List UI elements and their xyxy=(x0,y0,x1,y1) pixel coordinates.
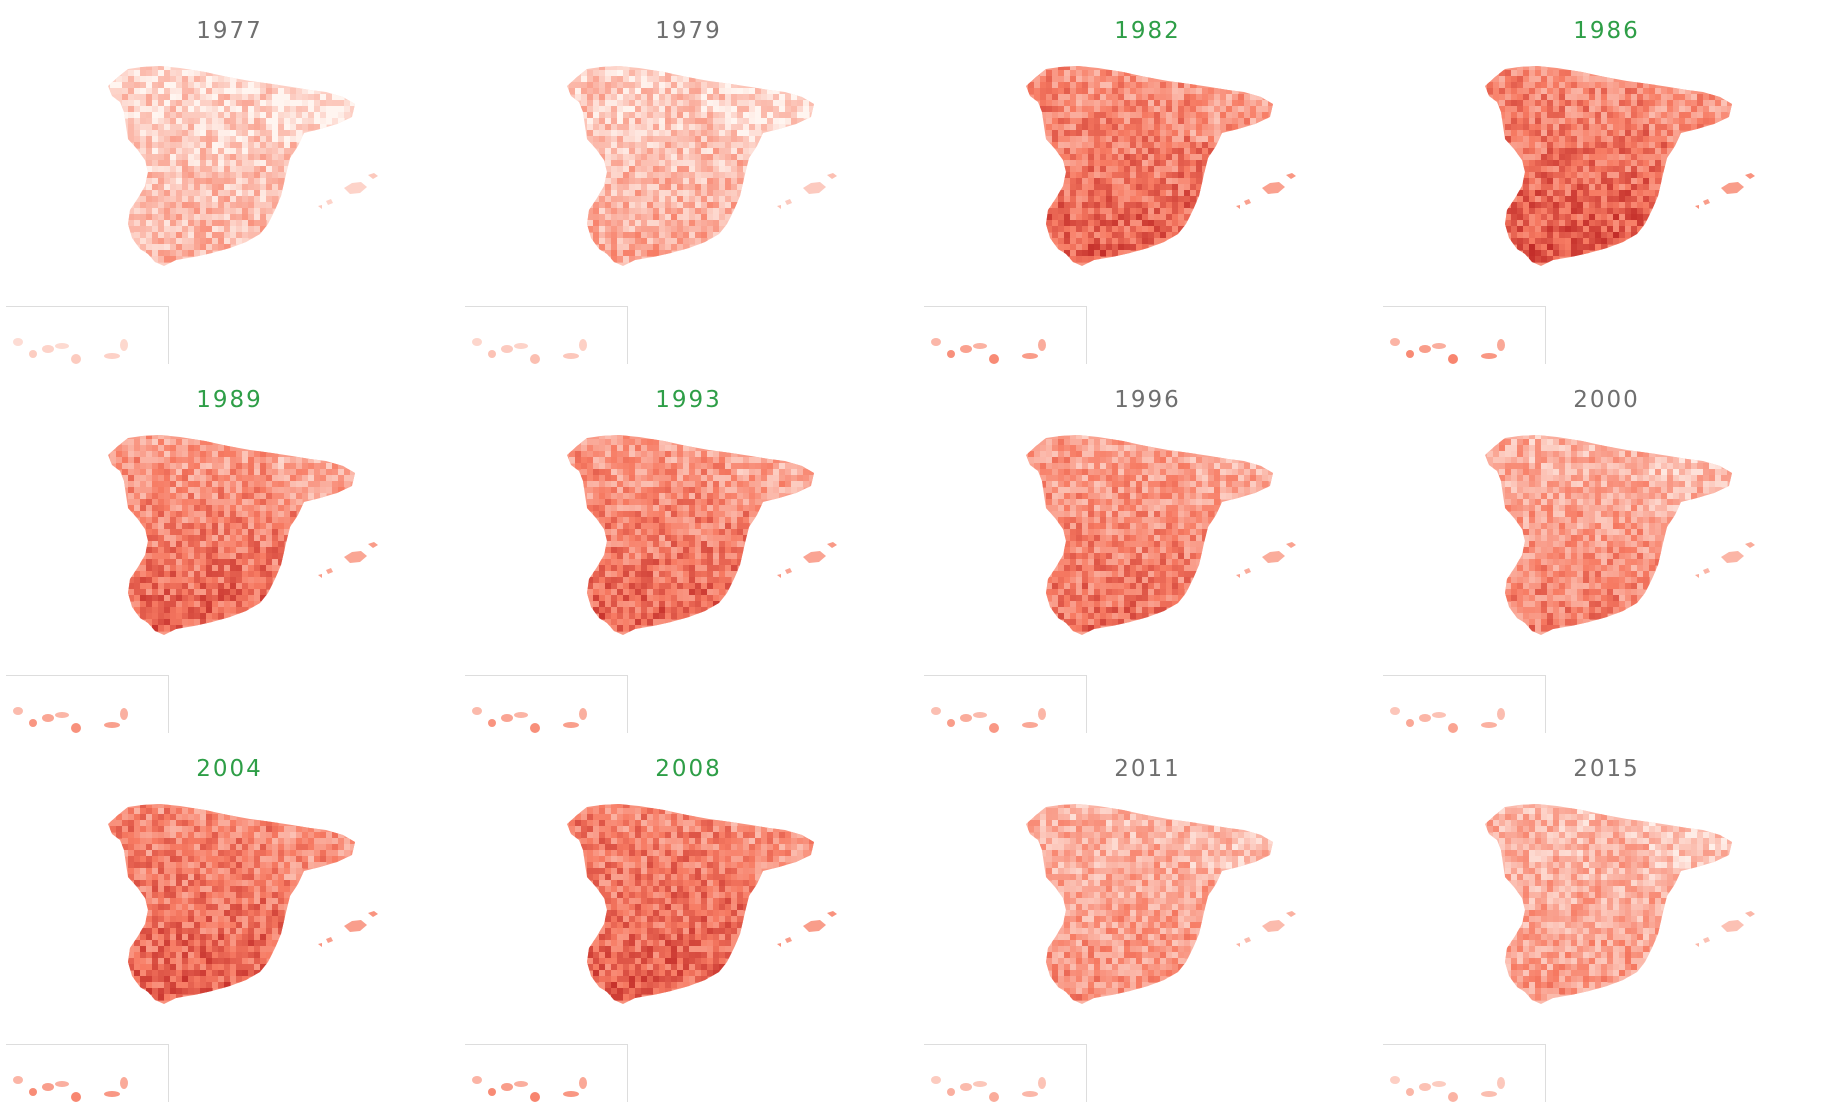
balearic-island-shape xyxy=(827,542,837,548)
balearic-island-shape xyxy=(1695,943,1699,947)
canary-islands-inset-frame xyxy=(6,1044,169,1102)
map-year-title: 1996 xyxy=(918,387,1377,413)
map-panel-1989: 1989 xyxy=(0,369,459,738)
balearic-island-shape xyxy=(368,911,378,917)
map-panel-1977: 1977 xyxy=(0,0,459,369)
municipality-cells xyxy=(1487,64,1734,263)
municipality-cells xyxy=(1028,802,1275,1001)
canary-islands-inset-frame xyxy=(465,306,628,364)
balearic-island-shape xyxy=(318,943,322,947)
balearic-island-shape xyxy=(368,542,378,548)
balearic-island-shape xyxy=(1695,574,1699,578)
municipality-cells xyxy=(110,802,357,1001)
balearic-island-shape xyxy=(1721,551,1744,563)
balearic-island-shape xyxy=(318,574,322,578)
canary-islands-inset-frame xyxy=(1383,306,1546,364)
balearic-island-shape xyxy=(1286,173,1296,179)
canary-islands-inset-frame xyxy=(465,675,628,733)
balearic-island-shape xyxy=(1286,911,1296,917)
balearic-island-shape xyxy=(777,574,781,578)
balearic-island-shape xyxy=(827,911,837,917)
balearic-island-shape xyxy=(326,568,333,574)
map-year-title: 1982 xyxy=(918,18,1377,44)
balearic-island-shape xyxy=(1244,568,1251,574)
balearic-island-shape xyxy=(1703,568,1710,574)
map-panel-1982: 1982 xyxy=(918,0,1377,369)
balearic-island-shape xyxy=(1244,937,1251,943)
map-panel-2000: 2000 xyxy=(1377,369,1836,738)
canary-islands-inset-frame xyxy=(1383,1044,1546,1102)
map-year-title: 2000 xyxy=(1377,387,1836,413)
balearic-island-shape xyxy=(1745,542,1755,548)
balearic-island-shape xyxy=(1745,173,1755,179)
municipality-cells xyxy=(569,802,816,1001)
balearic-island-shape xyxy=(326,199,333,205)
map-panel-2004: 2004 xyxy=(0,738,459,1107)
canary-islands-inset-frame xyxy=(6,306,169,364)
balearic-island-shape xyxy=(1703,937,1710,943)
balearic-island-shape xyxy=(803,551,826,563)
map-year-title: 1979 xyxy=(459,18,918,44)
municipality-cells xyxy=(110,64,357,263)
map-year-title: 1993 xyxy=(459,387,918,413)
map-year-title: 1989 xyxy=(0,387,459,413)
balearic-island-shape xyxy=(785,937,792,943)
balearic-island-shape xyxy=(1721,182,1744,194)
municipality-cells xyxy=(1028,64,1275,263)
balearic-island-shape xyxy=(803,182,826,194)
canary-islands-inset-frame xyxy=(924,1044,1087,1102)
map-panel-2011: 2011 xyxy=(918,738,1377,1107)
balearic-island-shape xyxy=(344,920,367,932)
municipality-cells xyxy=(1487,433,1734,632)
balearic-island-shape xyxy=(1236,205,1240,209)
balearic-island-shape xyxy=(803,920,826,932)
canary-islands-inset-frame xyxy=(924,306,1087,364)
balearic-island-shape xyxy=(1262,182,1285,194)
balearic-island-shape xyxy=(1703,199,1710,205)
municipality-cells xyxy=(1028,433,1275,632)
canary-islands-inset-frame xyxy=(6,675,169,733)
balearic-island-shape xyxy=(344,551,367,563)
map-year-title: 2004 xyxy=(0,756,459,782)
balearic-island-shape xyxy=(1236,574,1240,578)
balearic-island-shape xyxy=(1745,911,1755,917)
balearic-island-shape xyxy=(318,205,322,209)
map-panel-1993: 1993 xyxy=(459,369,918,738)
map-year-title: 2008 xyxy=(459,756,918,782)
map-year-title: 2011 xyxy=(918,756,1377,782)
canary-islands-inset-frame xyxy=(924,675,1087,733)
map-panel-2008: 2008 xyxy=(459,738,918,1107)
canary-islands-inset-frame xyxy=(1383,675,1546,733)
balearic-island-shape xyxy=(777,943,781,947)
map-panel-1996: 1996 xyxy=(918,369,1377,738)
balearic-island-shape xyxy=(1244,199,1251,205)
map-year-title: 1977 xyxy=(0,18,459,44)
balearic-island-shape xyxy=(1262,551,1285,563)
balearic-island-shape xyxy=(785,568,792,574)
map-year-title: 1986 xyxy=(1377,18,1836,44)
balearic-island-shape xyxy=(1721,920,1744,932)
map-panel-2015: 2015 xyxy=(1377,738,1836,1107)
balearic-island-shape xyxy=(1695,205,1699,209)
municipality-cells xyxy=(569,433,816,632)
canary-islands-inset-frame xyxy=(465,1044,628,1102)
balearic-island-shape xyxy=(777,205,781,209)
municipality-cells xyxy=(110,433,357,632)
balearic-island-shape xyxy=(1286,542,1296,548)
balearic-island-shape xyxy=(1262,920,1285,932)
map-year-title: 2015 xyxy=(1377,756,1836,782)
balearic-island-shape xyxy=(326,937,333,943)
municipality-cells xyxy=(1487,802,1734,1001)
balearic-island-shape xyxy=(344,182,367,194)
balearic-island-shape xyxy=(785,199,792,205)
municipality-cells xyxy=(569,64,816,263)
balearic-island-shape xyxy=(368,173,378,179)
balearic-island-shape xyxy=(827,173,837,179)
balearic-island-shape xyxy=(1236,943,1240,947)
map-panel-1986: 1986 xyxy=(1377,0,1836,369)
map-panel-1979: 1979 xyxy=(459,0,918,369)
